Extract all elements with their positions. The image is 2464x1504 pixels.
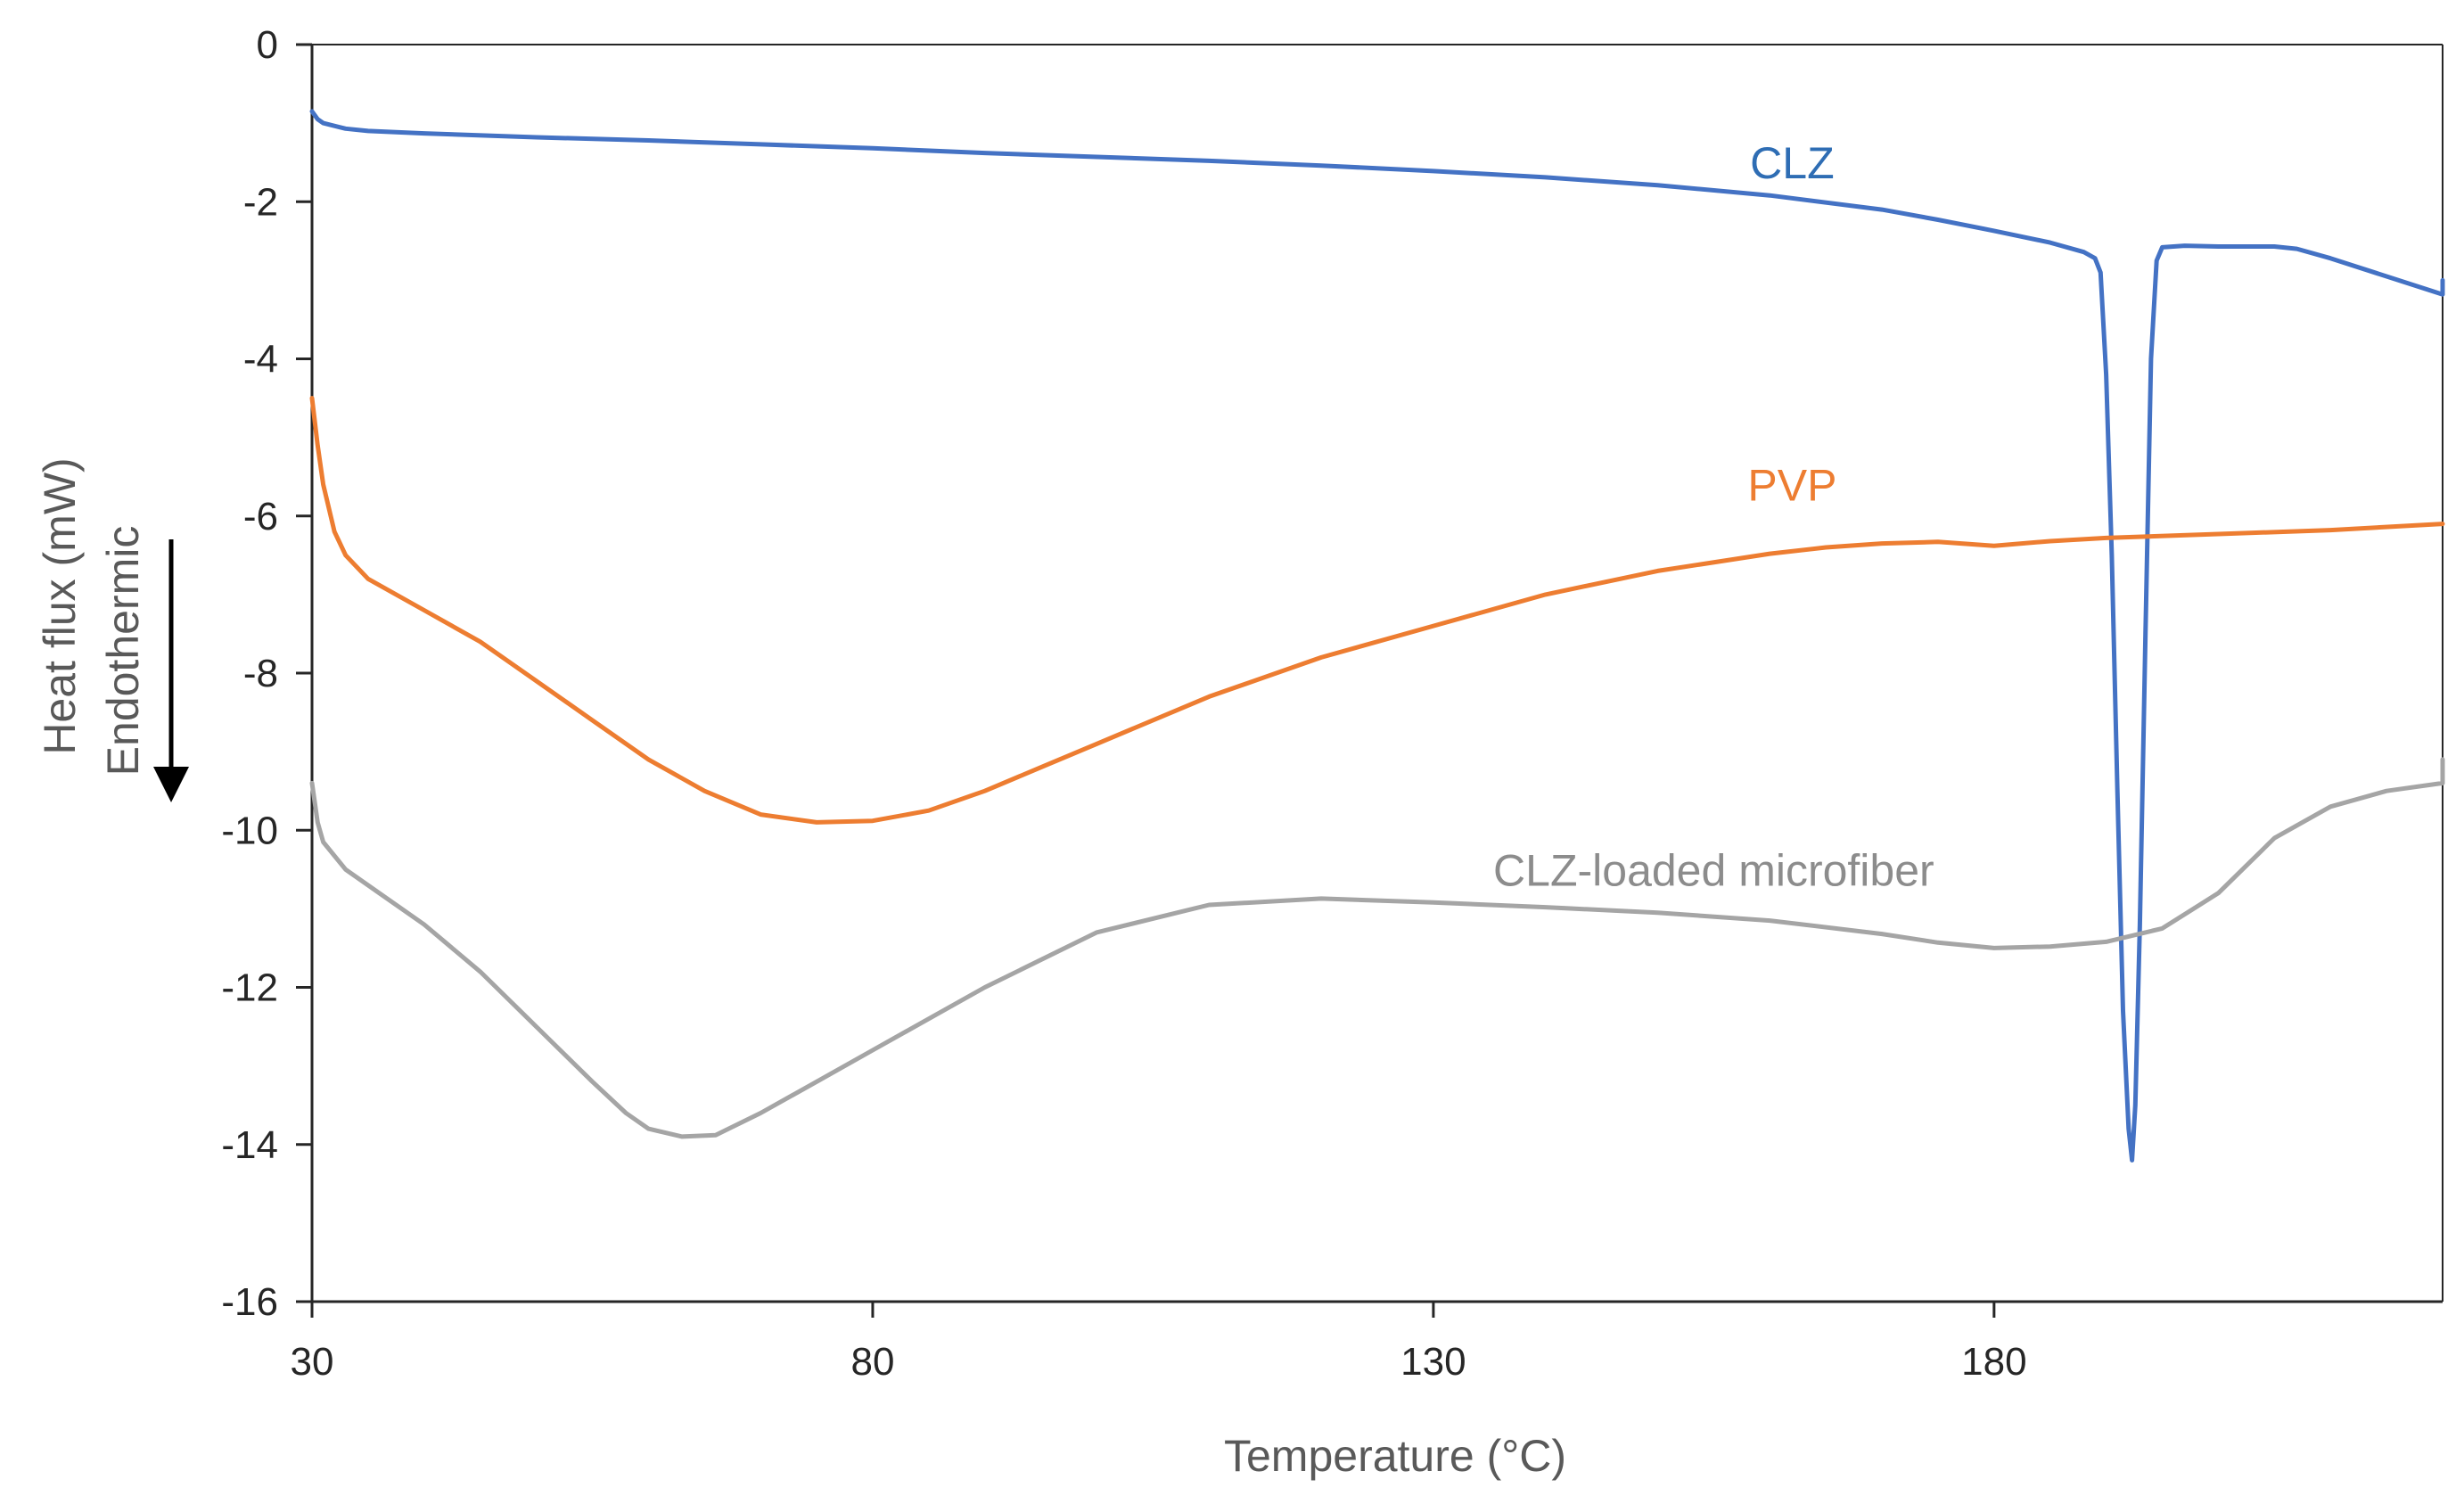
series-label-pvp: PVP xyxy=(1747,461,1836,511)
y-tick-label: -12 xyxy=(221,966,278,1010)
y-tick-label: -4 xyxy=(243,338,278,382)
series-label-clz-loaded-microfiber: CLZ-loaded microfiber xyxy=(1493,845,1934,895)
x-tick-group: 30 80 130 180 xyxy=(291,1302,2027,1384)
y-tick-label: -8 xyxy=(243,652,278,695)
y-tick-label: -10 xyxy=(221,809,278,852)
x-tick-label: 80 xyxy=(850,1340,894,1384)
series-group xyxy=(309,109,2445,1163)
series-label-clz: CLZ xyxy=(1750,138,1834,188)
x-axis-title: Temperature (°C) xyxy=(1224,1431,1566,1481)
y-tick-label: -6 xyxy=(243,495,278,538)
x-tick-label: 180 xyxy=(1961,1340,2026,1384)
y-tick-label: 0 xyxy=(257,23,278,67)
x-tick-label: 30 xyxy=(291,1340,334,1384)
series-line-clz-loaded-microfiber xyxy=(309,757,2445,1139)
series-label-group: CLZ PVP CLZ-loaded microfiber xyxy=(1493,138,1934,895)
endothermic-label: Endothermic xyxy=(98,526,148,777)
x-tick-label: 130 xyxy=(1400,1340,1466,1384)
y-tick-group: 0 -2 -4 -6 -8 -10 -12 -14 -16 xyxy=(221,23,312,1324)
series-line-pvp xyxy=(309,396,2445,825)
y-tick-label: -14 xyxy=(221,1123,278,1167)
y-tick-label: -2 xyxy=(243,180,278,224)
y-axis-title: Heat flux (mW) xyxy=(35,457,85,754)
y-tick-label: -16 xyxy=(221,1280,278,1324)
series-line-clz xyxy=(309,109,2445,1163)
